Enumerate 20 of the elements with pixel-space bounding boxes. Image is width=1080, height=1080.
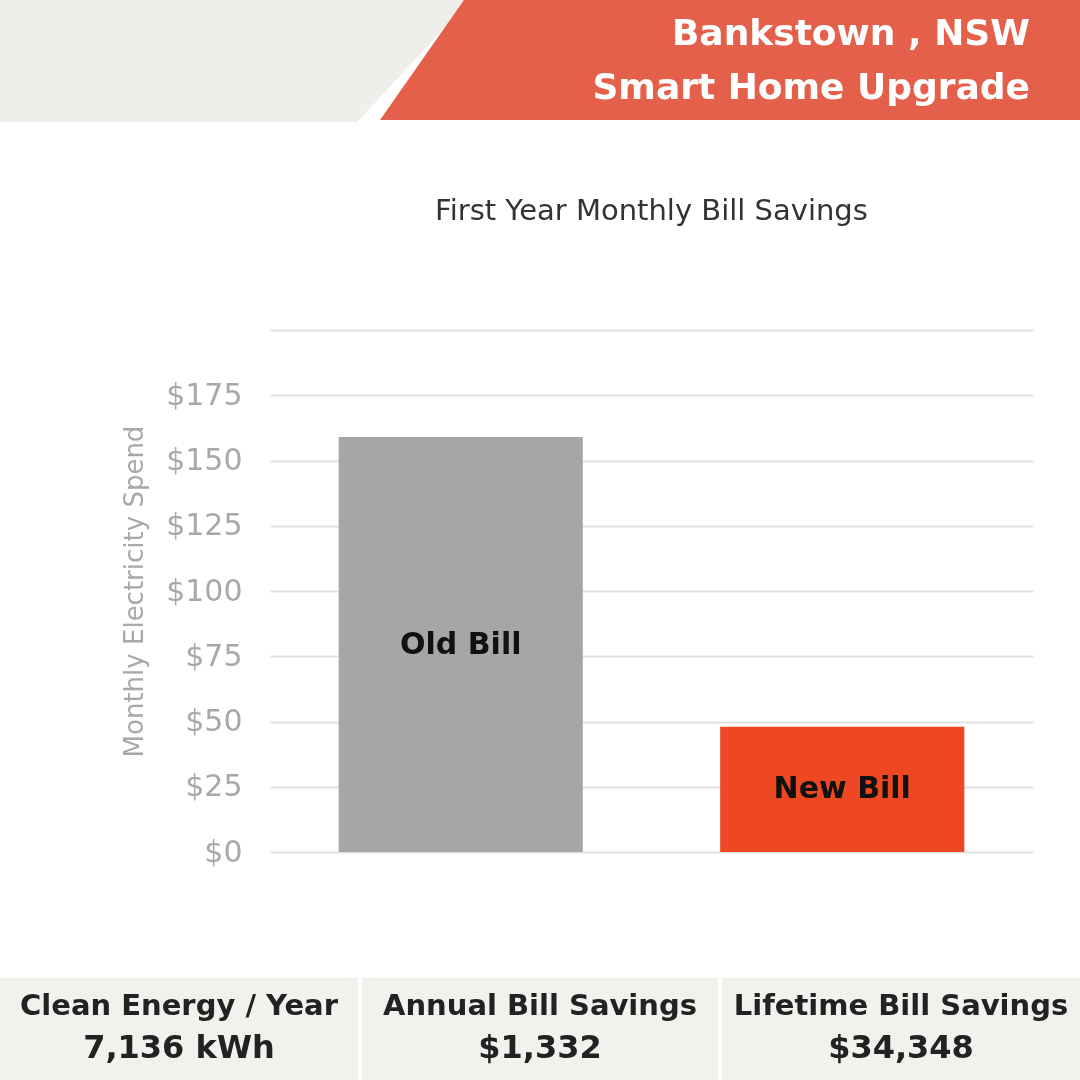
y-tick-label: $75: [185, 637, 243, 673]
text: Lifetime Bill Savings: [732, 988, 1070, 1022]
y-tick-label: $25: [185, 768, 243, 804]
chart-title: First Year Monthly Bill Savings: [435, 193, 868, 227]
text: Smart Home Upgrade: [592, 66, 1030, 107]
x-tick-label: Old Bill: [400, 625, 522, 661]
y-tick-label: $150: [166, 442, 243, 477]
x-tick-label: New Bill: [773, 770, 911, 806]
y-tick-label: $125: [166, 507, 243, 543]
y-tick-label: $100: [166, 572, 243, 608]
text: $34,348: [827, 1028, 975, 1066]
text: Bankstown , NSW: [671, 12, 1030, 53]
text: 7,136 kWh: [82, 1028, 276, 1066]
y-tick-label: $0: [204, 833, 243, 869]
text: Clean Energy / Year: [19, 988, 339, 1022]
text: $1,332: [477, 1028, 603, 1066]
y-tick-label: $50: [185, 703, 243, 738]
y-tick-label: $175: [166, 376, 243, 412]
text: Annual Bill Savings: [382, 988, 698, 1022]
y-axis-title: Monthly Electricity Spend: [119, 425, 150, 758]
